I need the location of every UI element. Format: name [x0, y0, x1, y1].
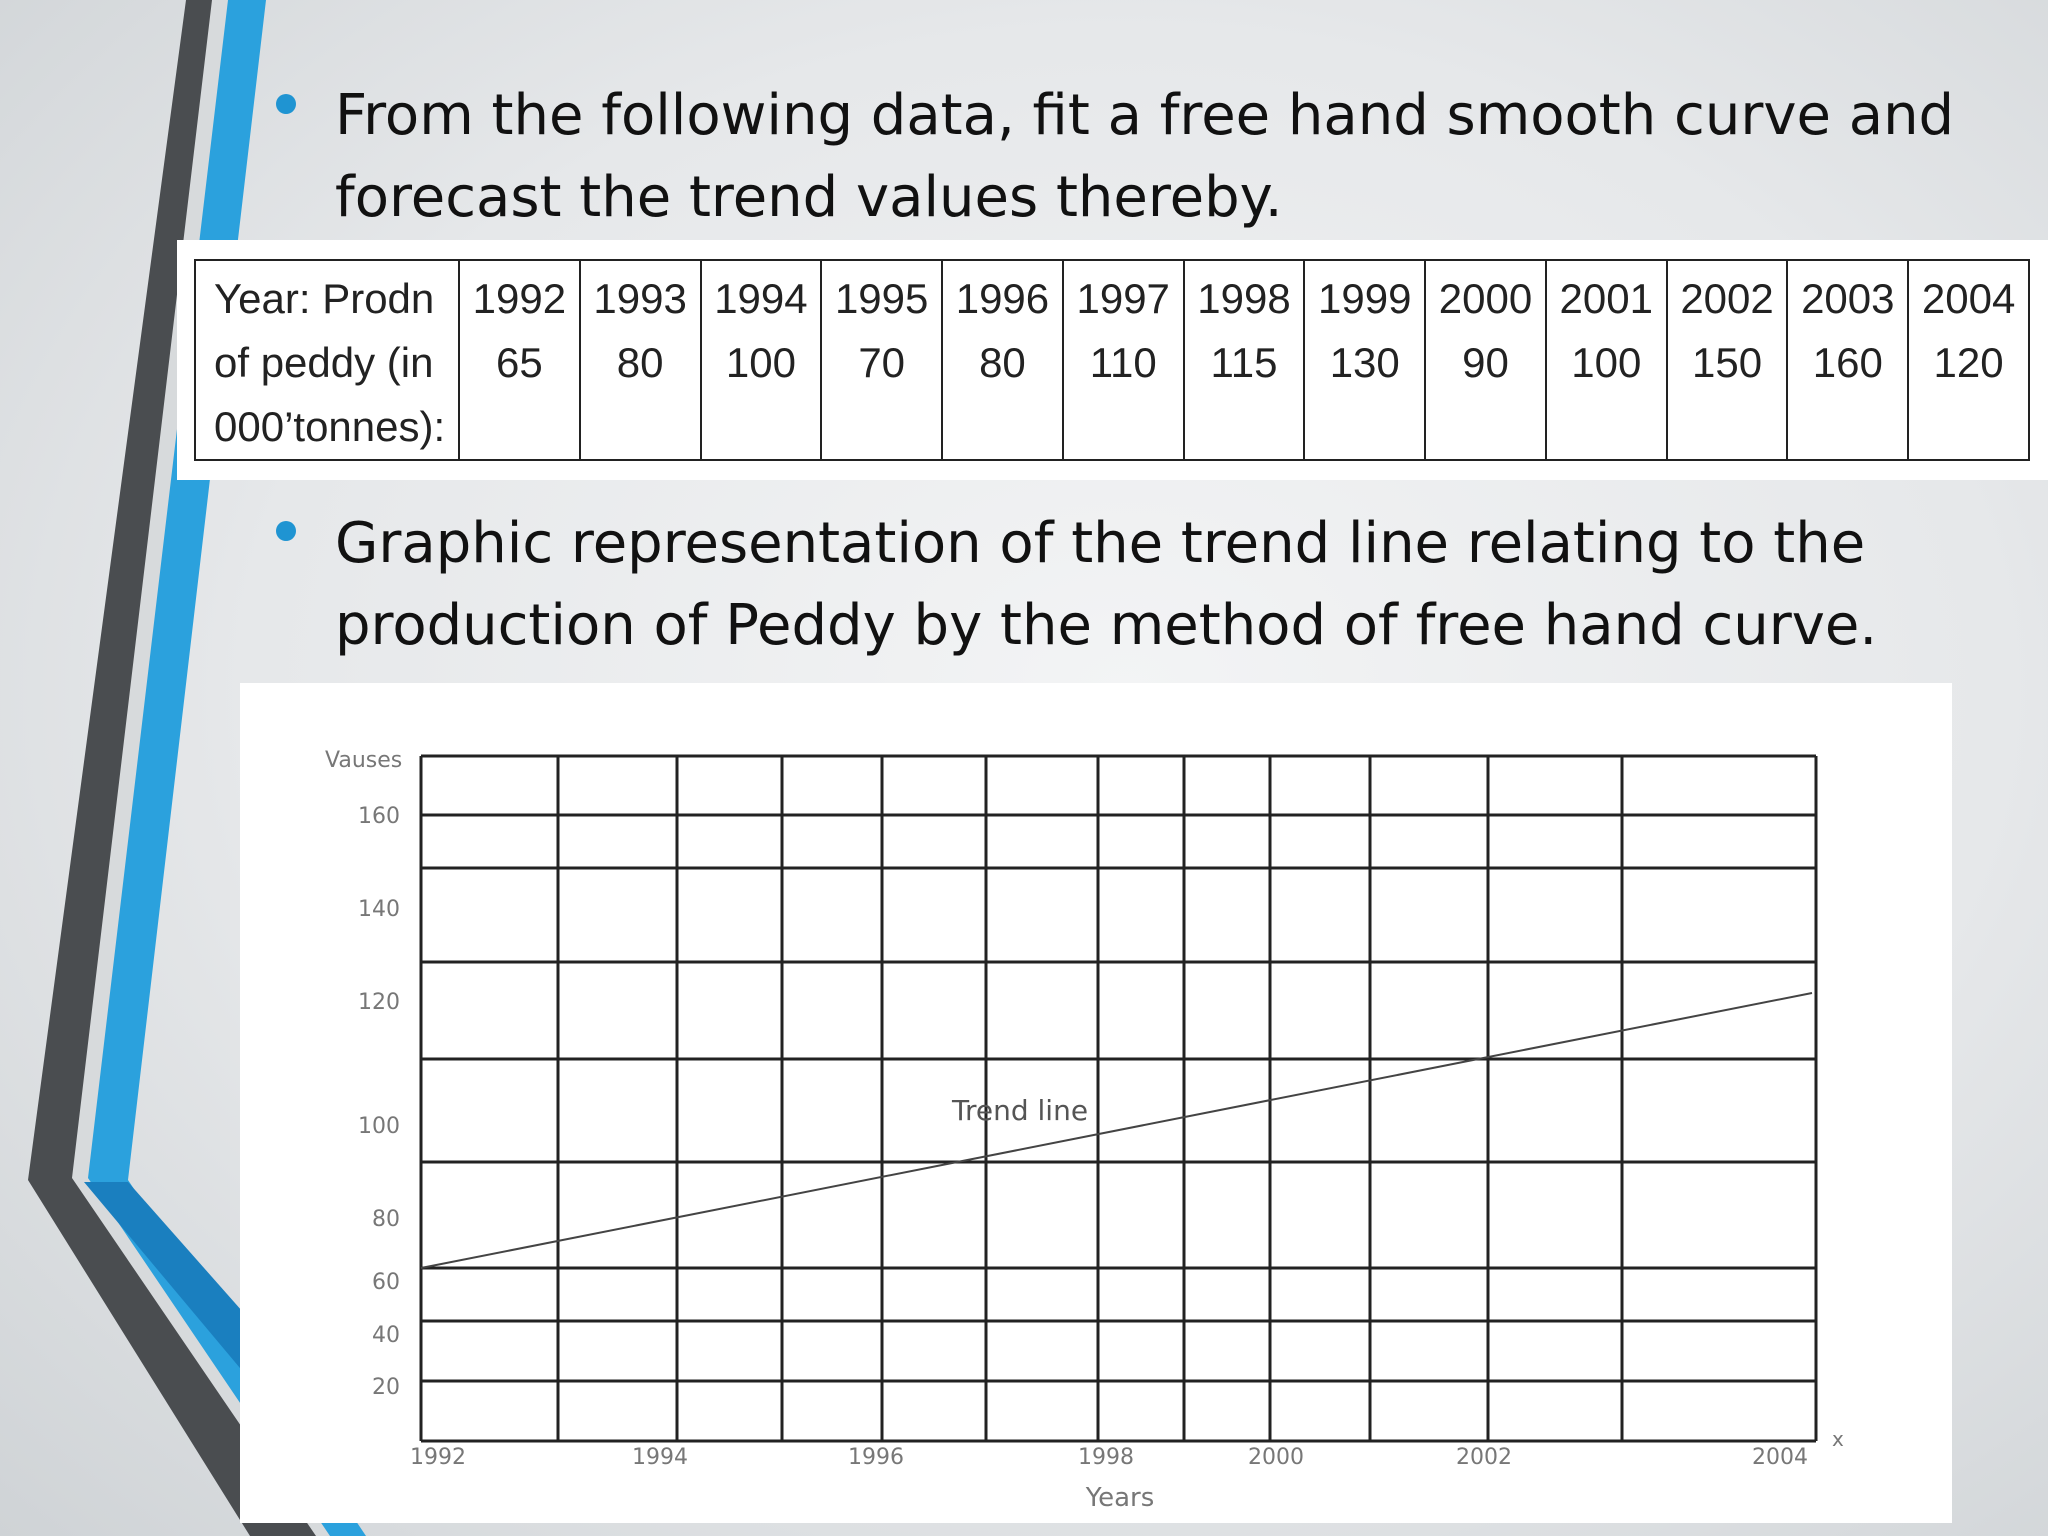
year-value: 2003 — [1801, 275, 1895, 322]
year-value: 2004 — [1921, 275, 2016, 322]
production-table: Year: Prodn of peddy (in 000’tonnes): 19… — [194, 259, 2030, 461]
production-value: 65 — [496, 339, 543, 386]
trend-line — [420, 992, 1813, 1269]
bullet-text-2: Graphic representation of the trend line… — [335, 511, 1878, 658]
table-cell: 1996 80 — [941, 259, 1064, 461]
y-tick-label: 100 — [358, 1114, 400, 1139]
production-value: 70 — [858, 339, 906, 386]
table-cell: 2001 100 — [1544, 259, 1668, 461]
x-tick-label: 1996 — [848, 1445, 904, 1470]
table-cell: 1997 110 — [1061, 259, 1185, 461]
x-axis-label: Years — [1085, 1483, 1155, 1513]
x-tick-label: 2002 — [1456, 1445, 1512, 1470]
year-value: 1994 — [714, 275, 808, 322]
production-value: 80 — [616, 339, 664, 386]
y-tick-label: 120 — [358, 990, 400, 1015]
x-axis-ticks: 1992 1994 1996 1998 2000 2002 2004 — [410, 1445, 1808, 1470]
trend-chart-panel: 160 140 120 100 80 60 40 20 1992 1994 1996 1998 200… — [240, 683, 1952, 1523]
year-value: 1998 — [1197, 275, 1291, 322]
bullet-dot-2 — [276, 521, 296, 541]
header-line: Year: Prodn — [214, 275, 435, 322]
x-axis-end-mark: x — [1832, 1427, 1844, 1451]
x-tick-label: 2000 — [1248, 1445, 1304, 1470]
year-value: 1992 — [472, 275, 567, 322]
production-value: 160 — [1812, 339, 1883, 386]
production-value: 120 — [1933, 339, 2004, 386]
x-tick-label: 2004 — [1752, 1445, 1808, 1470]
production-value: 80 — [979, 339, 1026, 386]
year-value: 1999 — [1318, 275, 1412, 322]
data-table-panel: Year: Prodn of peddy (in 000’tonnes): 19… — [177, 240, 2048, 480]
chart-grid — [419, 754, 1818, 1443]
bullet-text-1: From the following data, fit a free hand… — [335, 83, 1955, 230]
year-value: 2001 — [1559, 275, 1653, 322]
table-header-cell: Year: Prodn of peddy (in 000’tonnes): — [194, 259, 460, 461]
year-value: 1996 — [955, 275, 1050, 322]
x-tick-label: 1992 — [410, 1445, 466, 1470]
table-row: Year: Prodn of peddy (in 000’tonnes): 19… — [194, 259, 2030, 461]
y-tick-label: 60 — [372, 1270, 400, 1295]
light-stripe-decoration — [72, 0, 330, 1536]
y-tick-label: 40 — [372, 1323, 400, 1348]
series-layer — [420, 992, 1813, 1269]
table-cell: 1993 80 — [578, 259, 702, 461]
production-value: 150 — [1692, 339, 1763, 386]
y-axis-label: Vauses — [325, 748, 402, 773]
year-value: 1997 — [1076, 275, 1170, 322]
table-cell: 2003 160 — [1786, 259, 1910, 461]
y-tick-label: 20 — [372, 1375, 400, 1400]
production-value: 100 — [725, 339, 796, 386]
year-value: 1993 — [593, 275, 687, 322]
production-value: 115 — [1210, 339, 1278, 386]
table-cell: 2002 150 — [1665, 259, 1789, 461]
x-tick-label: 1998 — [1078, 1445, 1134, 1470]
year-value: 2002 — [1680, 275, 1774, 322]
y-tick-label: 160 — [358, 804, 400, 829]
table-cell: 1994 100 — [699, 259, 823, 461]
table-cell: 1995 70 — [820, 259, 944, 461]
year-value: 1995 — [834, 275, 929, 322]
header-line: 000’tonnes): — [214, 403, 446, 450]
header-line: of peddy (in — [214, 339, 434, 386]
production-value: 110 — [1089, 339, 1157, 386]
y-axis-ticks: 160 140 120 100 80 60 40 20 — [358, 804, 400, 1400]
x-tick-label: 1994 — [632, 1445, 688, 1470]
table-cell: 2000 90 — [1424, 259, 1547, 461]
table-cell: 1999 130 — [1303, 259, 1427, 461]
production-value: 130 — [1329, 339, 1400, 386]
bullet-dot-1 — [276, 94, 296, 114]
year-value: 2000 — [1438, 275, 1533, 322]
trend-chart: 160 140 120 100 80 60 40 20 1992 1994 1996 1998 200… — [325, 748, 1844, 1513]
production-value: 90 — [1462, 339, 1509, 386]
y-tick-label: 80 — [372, 1207, 400, 1232]
trend-line-annotation: Trend line — [951, 1094, 1088, 1127]
table-cell: 1998 115 — [1182, 259, 1306, 461]
production-value: 100 — [1571, 339, 1642, 386]
table-cell: 1992 65 — [458, 259, 581, 461]
lower-blue-accent-decoration — [84, 1182, 250, 1380]
y-tick-label: 140 — [358, 897, 400, 922]
table-cell: 2004 120 — [1907, 259, 2030, 461]
